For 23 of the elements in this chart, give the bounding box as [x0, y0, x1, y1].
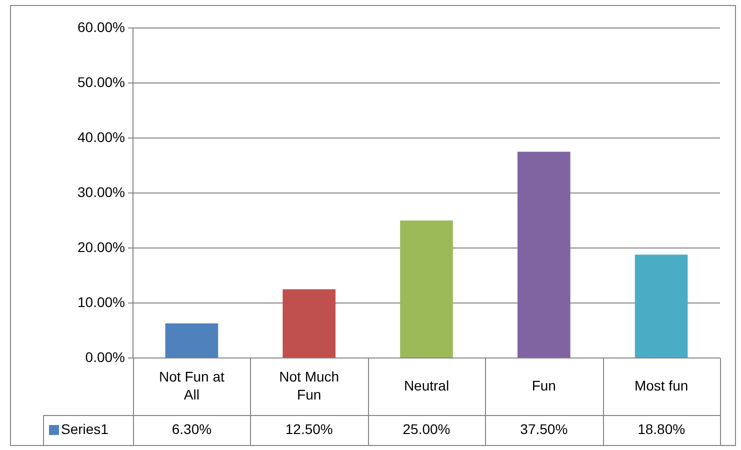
- y-tick-label: 0.00%: [85, 348, 125, 365]
- bar: [282, 289, 336, 358]
- data-label: 18.80%: [638, 420, 686, 437]
- x-tick-label: Fun: [532, 377, 556, 394]
- bar: [517, 152, 570, 358]
- y-tick-label: 10.00%: [78, 294, 125, 310]
- y-tick-label: 20.00%: [78, 238, 125, 255]
- y-tick-label: 40.00%: [78, 128, 125, 145]
- x-tick-label: Not Much Fun: [279, 368, 340, 402]
- data-label: 25.00%: [402, 420, 450, 437]
- x-tick-label: Most fun: [634, 377, 688, 394]
- y-tick-label: 50.00%: [78, 74, 125, 90]
- x-tick-label: Not Fun at All: [159, 368, 224, 402]
- bar: [165, 323, 218, 358]
- x-tick-label: Neutral: [404, 377, 450, 394]
- legend-label: Series1: [61, 420, 109, 437]
- data-label: 37.50%: [520, 420, 568, 437]
- data-label: 6.30%: [172, 420, 212, 437]
- y-tick-label: 30.00%: [78, 184, 125, 200]
- bar: [634, 254, 688, 358]
- bar: [400, 220, 453, 358]
- y-tick-label: 60.00%: [78, 18, 125, 35]
- data-label: 12.50%: [285, 420, 333, 437]
